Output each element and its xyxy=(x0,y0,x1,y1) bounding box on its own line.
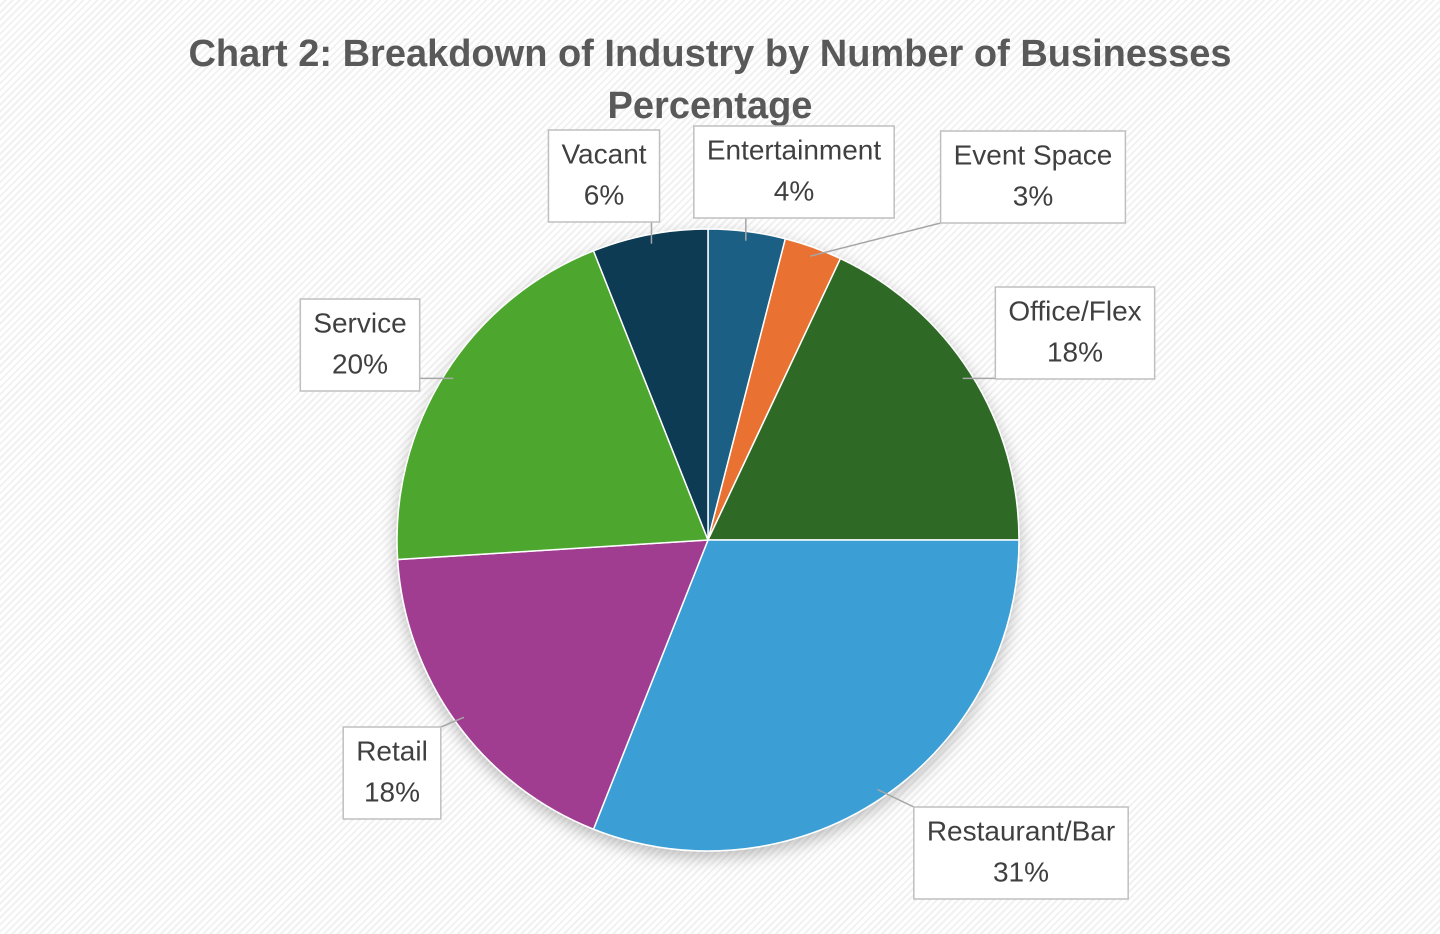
label-value: 18% xyxy=(1047,336,1103,367)
label-box xyxy=(342,726,442,820)
label-box xyxy=(547,129,661,223)
data-label: Event Space 3% xyxy=(810,130,1127,257)
data-label: Office/Flex 18% xyxy=(962,286,1156,380)
data-label: Restaurant/Bar 31% xyxy=(877,788,1129,900)
label-box xyxy=(939,130,1127,224)
label-name: Vacant xyxy=(561,138,646,169)
leader-line xyxy=(810,222,941,257)
label-box xyxy=(994,286,1156,380)
label-value: 20% xyxy=(332,348,388,379)
label-value: 4% xyxy=(774,175,814,206)
label-name: Retail xyxy=(356,735,428,766)
labels: Entertainment 4% Event Space 3% Office/Flex 1… xyxy=(299,125,1156,900)
chart-title: Chart 2: Breakdown of Industry by Number… xyxy=(188,33,1232,127)
pie xyxy=(396,228,1020,852)
label-value: 3% xyxy=(1013,180,1053,211)
label-box xyxy=(693,125,895,219)
pie-slice xyxy=(592,228,709,541)
leader-line xyxy=(877,788,915,808)
label-box xyxy=(299,298,421,392)
pie-slice xyxy=(706,257,1020,541)
label-box xyxy=(913,806,1129,900)
pie-slice xyxy=(396,539,710,831)
label-value: 18% xyxy=(364,776,420,807)
data-label: Vacant 6% xyxy=(547,129,661,244)
label-value: 6% xyxy=(584,179,624,210)
pie-slice xyxy=(592,539,1020,852)
data-label: Entertainment 4% xyxy=(693,125,895,241)
leader-line xyxy=(440,716,465,728)
label-name: Event Space xyxy=(954,139,1113,170)
label-name: Service xyxy=(313,307,406,338)
label-name: Entertainment xyxy=(707,134,882,165)
label-value: 31% xyxy=(993,856,1049,887)
label-name: Office/Flex xyxy=(1008,295,1141,326)
data-label: Retail 18% xyxy=(342,716,465,820)
label-name: Restaurant/Bar xyxy=(927,815,1115,846)
data-label: Service 20% xyxy=(299,298,454,392)
pie-slice xyxy=(396,249,710,561)
